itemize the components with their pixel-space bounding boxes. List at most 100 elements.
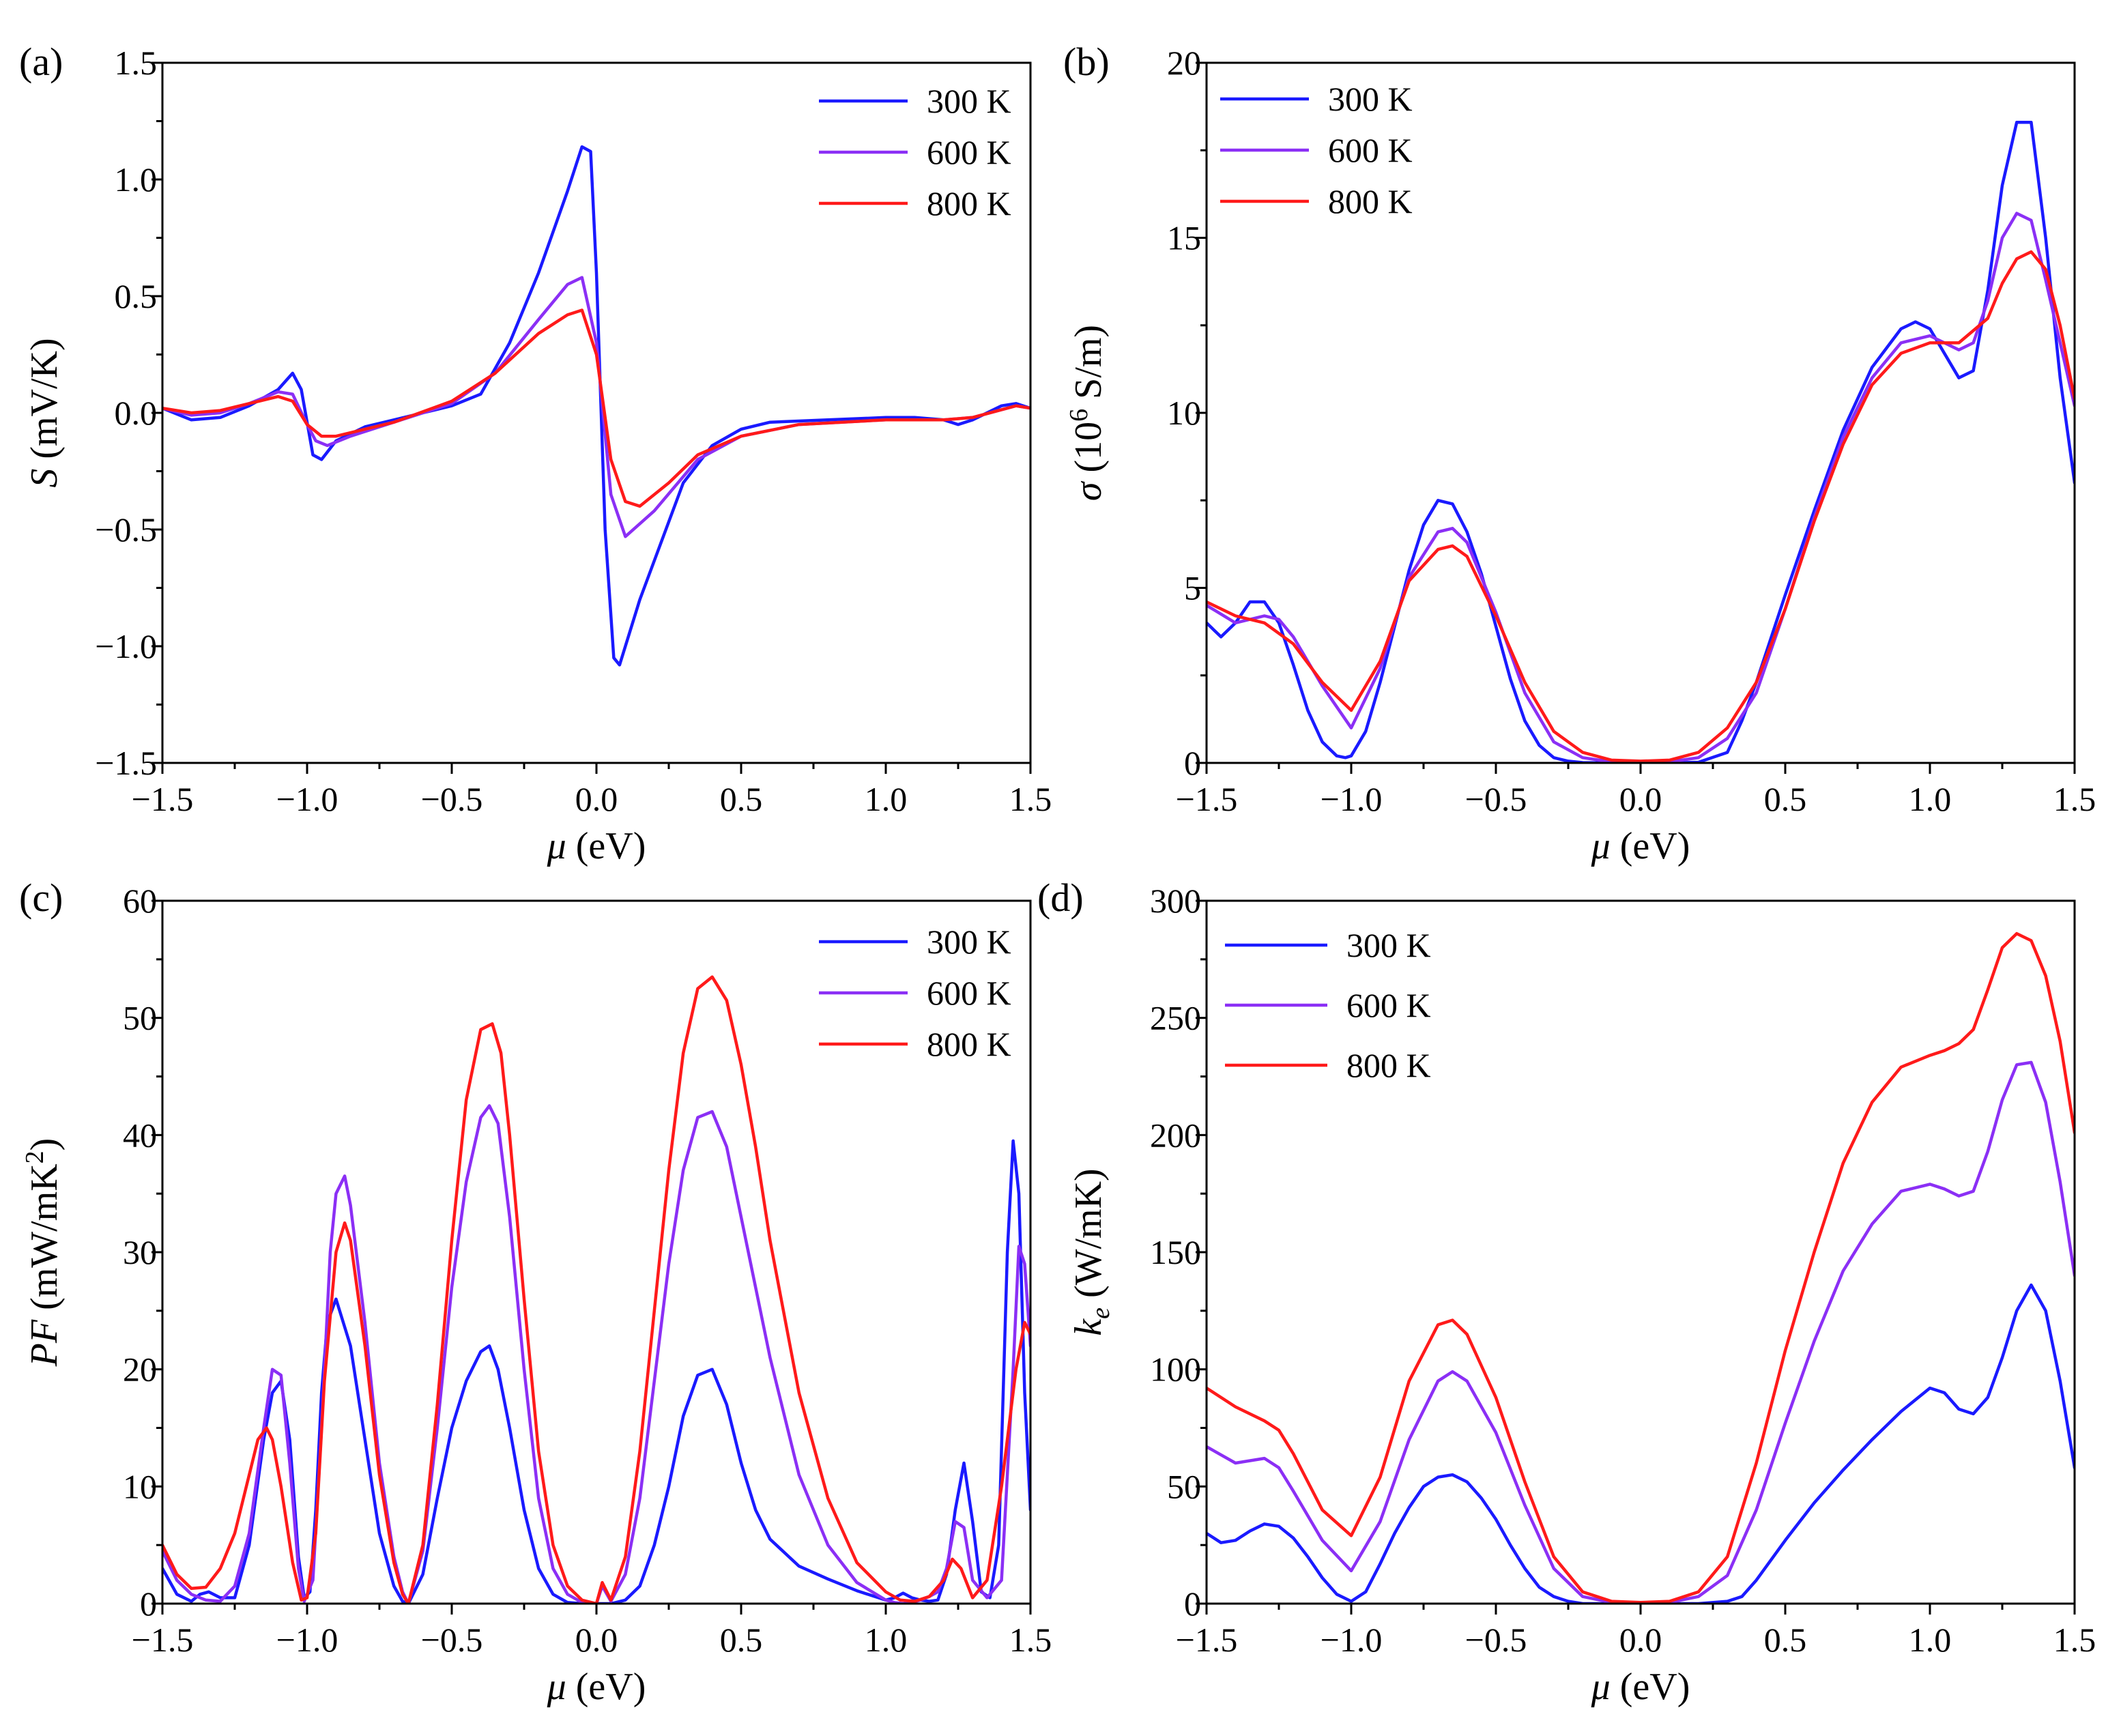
- y-axis-label: ke (W/mK): [1067, 1168, 1115, 1335]
- x-tick-label: 1.5: [2053, 780, 2096, 818]
- x-axis-label: μ (eV): [547, 1666, 646, 1708]
- y-axis-superscript: 2: [20, 1151, 49, 1163]
- y-tick-label: −1.5: [95, 744, 157, 782]
- x-tick-label: −0.5: [1465, 780, 1527, 818]
- y-tick-label: 300: [1150, 882, 1201, 920]
- y-tick-label: −1.0: [95, 627, 157, 665]
- panel-label: (b): [1063, 40, 1110, 84]
- x-tick-label: 1.0: [865, 780, 908, 818]
- x-tick-label: 0.0: [575, 780, 618, 818]
- y-axis-label: S (mV/K): [23, 338, 66, 487]
- x-axis-unit: (eV): [1611, 825, 1690, 867]
- y-tick-label: 0: [1184, 1585, 1201, 1623]
- y-tick-label: 1.0: [115, 160, 158, 199]
- y-axis-unit: (10: [1067, 422, 1110, 482]
- x-axis-unit: (eV): [1611, 1666, 1690, 1708]
- y-tick-label: 20: [123, 1350, 157, 1389]
- y-axis-symbol: PF: [23, 1319, 66, 1367]
- y-tick-label: −0.5: [95, 510, 157, 549]
- legend: 300 K 600 K 800 K: [819, 82, 1011, 222]
- x-tick-label: −1.0: [276, 1621, 338, 1659]
- y-tick-label: 250: [1150, 999, 1201, 1037]
- figure: −1.5 −1.0 −0.5 0.0 0.5 1.0 1.5 −1.5 −1.0 −0.5 0.0 0…: [0, 0, 2121, 1736]
- series-line-800k: [1207, 934, 2075, 1602]
- legend-label: 800 K: [927, 1025, 1011, 1063]
- x-tick-label: −0.5: [421, 1621, 483, 1659]
- x-tick-label: 1.0: [1909, 780, 1952, 818]
- panel-label: (a): [19, 40, 63, 84]
- y-tick-label: 60: [123, 882, 157, 920]
- y-axis-symbol: S: [23, 469, 66, 488]
- y-axis-label: PF (mW/mK2): [20, 1138, 66, 1368]
- y-tick-label: 1.5: [115, 44, 158, 82]
- legend-label: 800 K: [927, 184, 1011, 222]
- x-tick-label: 0.0: [1619, 780, 1662, 818]
- legend: 300 K 600 K 800 K: [819, 923, 1011, 1063]
- y-axis-unit: (mW/mK: [23, 1163, 66, 1320]
- series-line-300k: [162, 1141, 1030, 1604]
- x-tick-label: 0.5: [1764, 1621, 1807, 1659]
- legend-label: 600 K: [1328, 131, 1413, 169]
- legend-label: 300 K: [927, 82, 1011, 120]
- y-tick-label: 0: [1184, 744, 1201, 782]
- series-line-300k: [162, 147, 1030, 665]
- legend-label: 300 K: [1328, 80, 1413, 118]
- y-axis-unit: (mV/K): [23, 338, 66, 468]
- x-tick-label: −1.0: [1321, 1621, 1383, 1659]
- x-tick-label: −1.5: [1176, 780, 1238, 818]
- x-tick-label: 1.0: [1909, 1621, 1952, 1659]
- panel-c: −1.5 −1.0 −0.5 0.0 0.5 1.0 1.5 0 10 20 30 40 50 60 μ (…: [19, 876, 1052, 1708]
- panel-b: −1.5 −1.0 −0.5 0.0 0.5 1.0 1.5 0 5 10 15 20 μ (eV) σ …: [1063, 40, 2096, 867]
- y-axis-subscript: e: [1086, 1307, 1115, 1319]
- y-tick-label: 30: [123, 1233, 157, 1271]
- x-axis-symbol: μ: [1591, 1666, 1611, 1708]
- x-tick-label: −1.5: [132, 780, 194, 818]
- legend-label: 300 K: [1346, 926, 1431, 964]
- x-tick-label: −0.5: [1465, 1621, 1527, 1659]
- legend-label: 800 K: [1346, 1046, 1431, 1084]
- x-tick-label: 0.0: [1619, 1621, 1662, 1659]
- y-axis-unit-end: ): [23, 1138, 66, 1151]
- y-tick-label: 15: [1167, 219, 1201, 257]
- series-line-600k: [162, 1105, 1030, 1604]
- legend: 300 K 600 K 800 K: [1220, 80, 1413, 220]
- panel-a: −1.5 −1.0 −0.5 0.0 0.5 1.0 1.5 −1.5 −1.0 −0.5 0.0 0…: [19, 40, 1052, 867]
- x-axis-label: μ (eV): [1591, 825, 1690, 867]
- y-axis-symbol: k: [1067, 1318, 1110, 1336]
- x-axis-label: μ (eV): [1591, 1666, 1690, 1708]
- series-line-600k: [1207, 214, 2075, 763]
- y-axis-superscript: 6: [1065, 409, 1093, 422]
- x-tick-label: −1.5: [1176, 1621, 1238, 1659]
- x-axis-unit: (eV): [566, 1666, 646, 1708]
- panel-d: −1.5 −1.0 −0.5 0.0 0.5 1.0 1.5 0 50 100 150 200 250 3…: [1037, 876, 2096, 1708]
- panel-label: (c): [19, 876, 63, 920]
- legend-label: 600 K: [1346, 986, 1431, 1024]
- legend-label: 600 K: [927, 974, 1011, 1012]
- x-tick-label: 0.5: [720, 1621, 763, 1659]
- y-tick-label: 0.0: [115, 394, 158, 432]
- x-tick-label: −1.5: [132, 1621, 194, 1659]
- legend-label: 600 K: [927, 133, 1011, 171]
- y-tick-label: 50: [1167, 1467, 1201, 1505]
- x-tick-label: 1.0: [865, 1621, 908, 1659]
- x-tick-label: −1.0: [276, 780, 338, 818]
- x-axis-symbol: μ: [547, 825, 566, 867]
- x-axis-unit: (eV): [566, 825, 646, 867]
- y-axis-unit: (W/mK): [1067, 1168, 1110, 1307]
- legend-label: 800 K: [1328, 182, 1413, 220]
- x-axis-symbol: μ: [547, 1666, 566, 1708]
- y-tick-label: 0.5: [115, 277, 158, 315]
- x-tick-label: 0.5: [1764, 780, 1807, 818]
- x-tick-label: 1.5: [1009, 780, 1052, 818]
- plot-frame: [1207, 901, 2075, 1604]
- y-tick-label: 200: [1150, 1116, 1201, 1154]
- y-axis-symbol: σ: [1067, 480, 1110, 501]
- y-axis-unit-end: S/m): [1067, 325, 1110, 409]
- panel-label: (d): [1037, 876, 1084, 920]
- x-axis-label: μ (eV): [547, 825, 646, 867]
- y-tick-label: 40: [123, 1116, 157, 1154]
- y-tick-label: 100: [1150, 1350, 1201, 1389]
- x-tick-label: 1.5: [1009, 1621, 1052, 1659]
- y-tick-label: 20: [1167, 44, 1201, 82]
- plot-frame: [162, 63, 1030, 763]
